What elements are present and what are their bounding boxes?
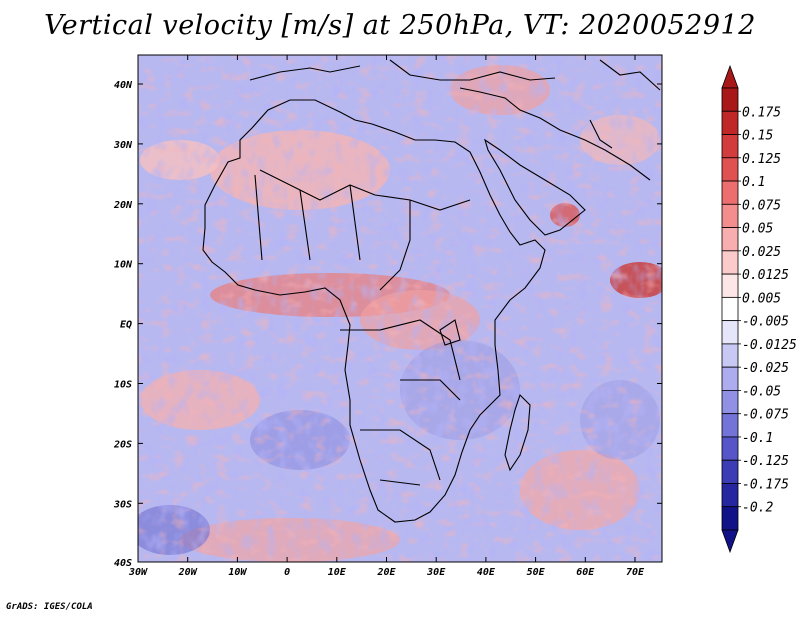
colorbar-swatch (721, 413, 739, 438)
colorbar-swatch (721, 483, 739, 508)
colorbar-swatch (721, 506, 739, 531)
lon-label: 30E (426, 567, 446, 578)
colorbar-max-arrow (721, 64, 739, 89)
colorbar-label: 0.0125 (742, 268, 789, 283)
colorbar-label: 0.075 (742, 198, 781, 213)
colorbar-label: -0.2 (742, 501, 773, 516)
grads-credit: GrADS: IGES/COLA (6, 602, 93, 612)
lat-label: 40S (114, 558, 132, 569)
colorbar-swatch (721, 273, 739, 298)
colorbar-swatch (721, 250, 739, 275)
lon-label: 10W (228, 567, 247, 578)
colorbar-label: -0.0125 (742, 338, 797, 353)
colorbar-label: -0.05 (742, 384, 781, 399)
colorbar-swatch (721, 87, 739, 112)
colorbar-label: 0.15 (742, 129, 773, 144)
lon-label: 20E (376, 567, 396, 578)
colorbar-label: 0.175 (742, 105, 781, 120)
latitude-axis: 40N 30N 20N 10N EQ 10S 20S 30S 40S (113, 80, 662, 569)
colorbar-swatch (721, 366, 739, 391)
colorbar-label: 0.125 (742, 152, 781, 167)
lat-label: 40N (114, 80, 133, 91)
coastline-layer (202, 59, 661, 523)
colorbar-label: 0.05 (742, 222, 773, 237)
lat-label: 30S (113, 499, 132, 510)
colorbar-swatch (721, 227, 739, 252)
lon-label: 20W (178, 567, 198, 578)
colorbar-swatch (721, 203, 739, 228)
colorbar-label: -0.025 (742, 361, 789, 376)
colorbar-swatch (721, 180, 739, 205)
lat-label: 10N (114, 260, 133, 271)
colorbar-label: 0.005 (742, 291, 781, 306)
colorbar-label: -0.075 (742, 408, 789, 423)
colorbar-label: -0.005 (742, 315, 789, 330)
plot-title: Vertical velocity [m/s] at 250hPa, VT: 2… (44, 10, 756, 41)
colorbar-swatch (721, 459, 739, 484)
colorbar-swatch (721, 343, 739, 368)
colorbar-min-arrow (721, 529, 739, 554)
velocity-field (138, 55, 662, 562)
lat-label: 30N (113, 140, 133, 151)
colorbar-label: -0.125 (742, 454, 789, 469)
colorbar: 0.175 0.15 0.125 0.1 0.075 0.05 0.025 0.0125 0.0… (721, 64, 797, 554)
colorbar-swatch (721, 110, 739, 135)
lat-label: 20N (113, 200, 133, 211)
plot-frame (137, 54, 663, 563)
lon-label: 60E (576, 567, 595, 578)
lat-label: 20S (113, 439, 132, 450)
lon-label: 0 (284, 567, 290, 578)
lon-label: 70E (626, 567, 645, 578)
lon-label: 50E (527, 567, 546, 578)
colorbar-label: -0.1 (742, 431, 773, 446)
longitude-axis: 30W 20W 10W 0 10E 20E 30E 40E 50E 60E 70E (128, 55, 645, 578)
lon-label: 40E (477, 567, 496, 578)
colorbar-label: 0.025 (742, 245, 781, 260)
colorbar-label: -0.175 (742, 477, 789, 492)
lon-label: 30W (128, 567, 148, 578)
colorbar-swatch (721, 390, 739, 415)
lon-label: 10E (328, 567, 347, 578)
lat-label: EQ (120, 320, 132, 331)
colorbar-label: 0.1 (742, 175, 765, 190)
lat-label: 10S (114, 380, 132, 391)
colorbar-swatch (721, 436, 739, 461)
colorbar-swatch (721, 296, 739, 322)
colorbar-swatch (721, 134, 739, 159)
colorbar-swatch (721, 157, 739, 182)
colorbar-swatch (721, 320, 739, 345)
